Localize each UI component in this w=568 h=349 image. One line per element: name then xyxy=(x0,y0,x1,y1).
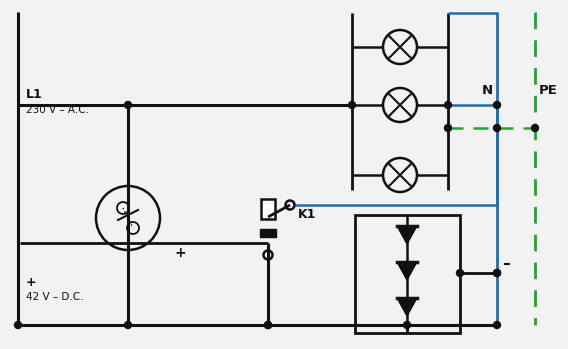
Circle shape xyxy=(349,102,356,109)
Circle shape xyxy=(265,321,272,328)
Circle shape xyxy=(124,321,132,328)
Circle shape xyxy=(445,125,452,132)
Text: K1: K1 xyxy=(298,208,316,222)
Circle shape xyxy=(124,102,132,109)
Text: 230 V – A.C.: 230 V – A.C. xyxy=(26,105,89,115)
Circle shape xyxy=(15,321,22,328)
Circle shape xyxy=(494,321,500,328)
Circle shape xyxy=(457,269,463,276)
Circle shape xyxy=(445,102,452,109)
Polygon shape xyxy=(397,298,417,315)
Circle shape xyxy=(494,125,500,132)
Bar xyxy=(261,199,275,219)
Circle shape xyxy=(494,269,500,276)
Bar xyxy=(260,229,276,237)
Circle shape xyxy=(265,321,272,328)
Text: –: – xyxy=(502,256,509,271)
Circle shape xyxy=(532,125,538,132)
Circle shape xyxy=(403,321,411,328)
Polygon shape xyxy=(397,226,417,244)
Text: L1: L1 xyxy=(26,89,43,102)
Circle shape xyxy=(494,102,500,109)
Polygon shape xyxy=(397,262,417,280)
Text: 42 V – D.C.: 42 V – D.C. xyxy=(26,292,83,302)
Text: N: N xyxy=(482,84,493,97)
Text: +: + xyxy=(175,246,187,260)
Text: PE: PE xyxy=(539,84,558,97)
Circle shape xyxy=(494,269,500,276)
Bar xyxy=(355,215,460,333)
Text: +: + xyxy=(26,276,36,290)
